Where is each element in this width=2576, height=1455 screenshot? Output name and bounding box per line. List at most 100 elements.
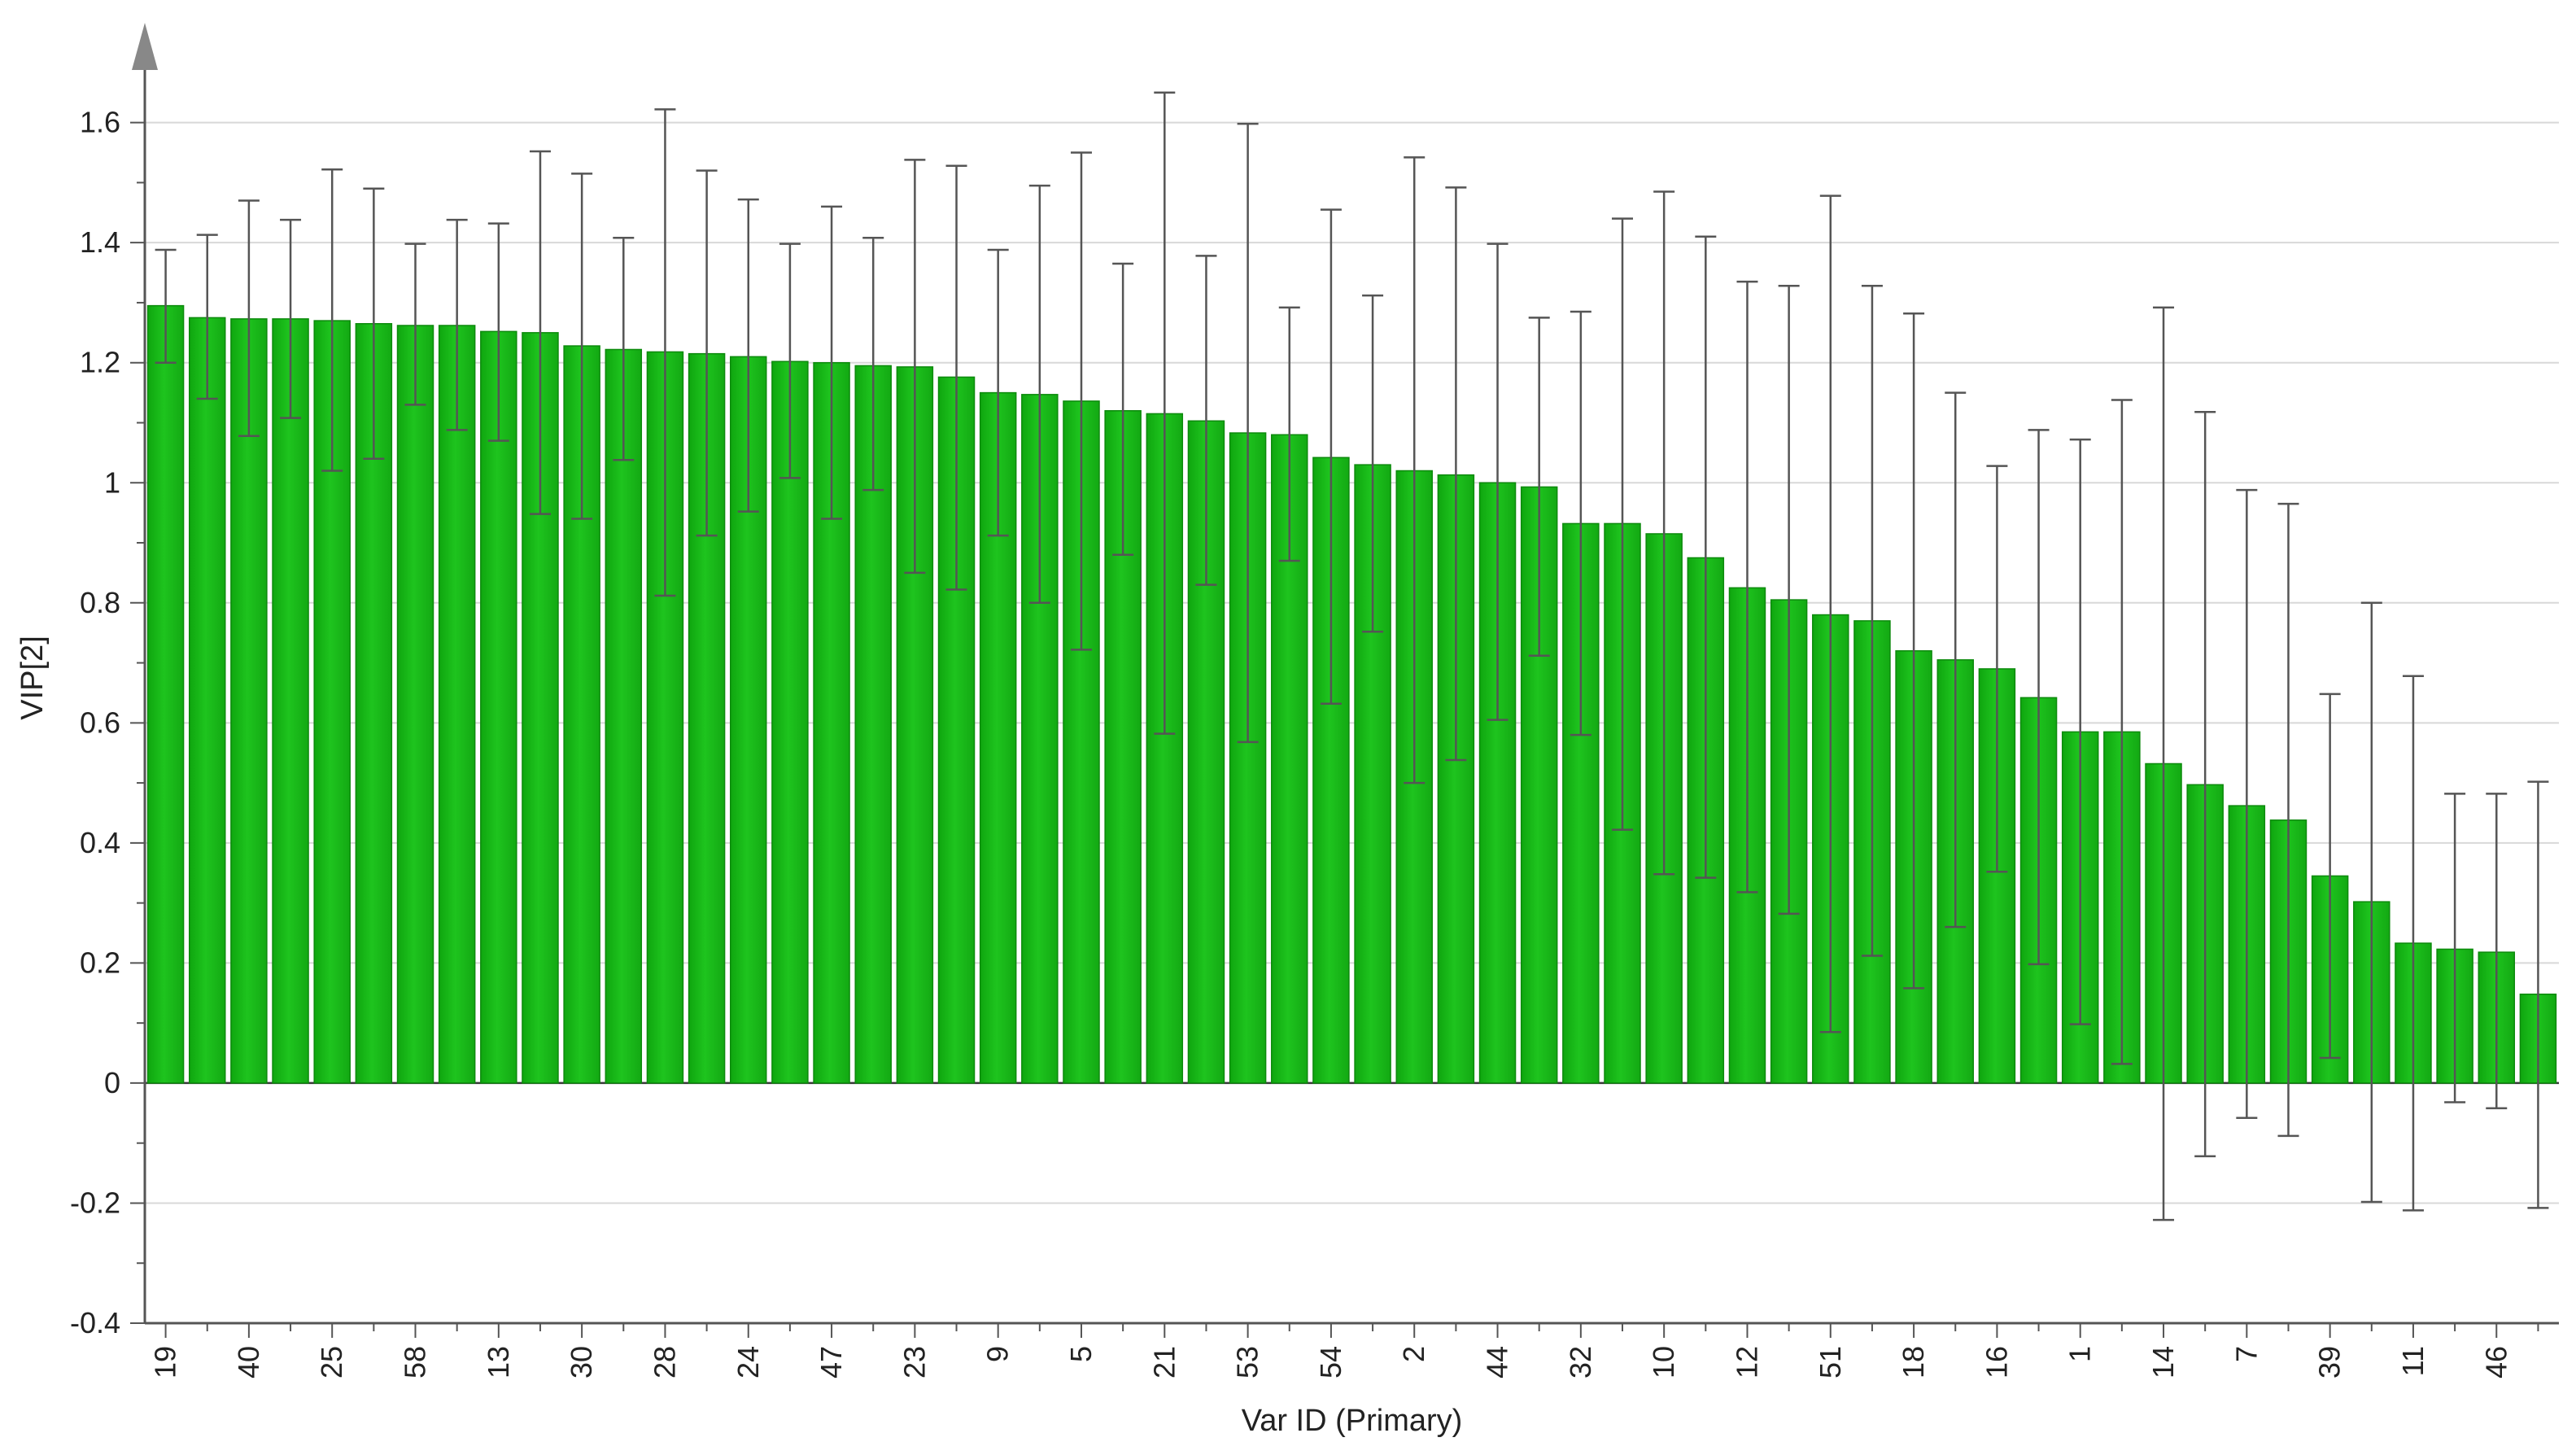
error-bar [363,187,385,460]
x-tick-label: 14 [2146,1346,2180,1379]
error-bar [196,234,218,400]
error-bar [2444,793,2466,1103]
x-tick-label: 58 [399,1346,432,1379]
y-tick-label: 0.8 [80,586,120,619]
error-bar [904,159,926,575]
x-tick-label: 44 [1481,1346,1514,1379]
error-bar [446,218,468,431]
y-tick-label: 0 [104,1066,120,1099]
error-bar [2069,438,2091,1025]
error-bar [2486,793,2508,1110]
x-tick-label: 47 [814,1346,848,1379]
error-bar [238,199,260,437]
error-bar [696,169,718,537]
error-bar [1278,306,1300,562]
x-tick-label: 11 [2396,1346,2430,1376]
error-bar [1362,294,1384,633]
y-axis-arrow-icon [132,23,158,70]
error-bar [1237,122,1259,744]
error-bar [2236,488,2258,1119]
error-bar [2028,429,2050,966]
error-bar [529,150,551,515]
bar [771,360,809,1084]
x-tick-label: 53 [1231,1346,1264,1379]
error-bar [1112,262,1134,557]
error-bar [1487,242,1508,721]
bar [480,330,517,1084]
x-tick-label: 40 [232,1346,265,1379]
error-bars [155,91,2549,1221]
error-bar [1986,465,2008,873]
x-axis-title: Var ID (Primary) [1242,1404,1463,1438]
bar [272,318,309,1084]
error-bar [1404,156,1426,784]
x-tick-label: 23 [897,1346,931,1379]
error-bar [821,205,843,520]
bar [230,318,268,1084]
error-bar [987,248,1009,537]
error-bar [1695,235,1717,879]
bar [146,304,185,1084]
y-tick-label: -0.4 [70,1306,120,1339]
x-tick-label: 16 [1980,1346,2013,1379]
error-bar [1528,317,1550,657]
bar [396,325,434,1084]
x-tick-label: 28 [648,1346,681,1379]
x-tick-label: 24 [731,1346,765,1379]
error-bar [1445,186,1467,762]
error-bar [2402,675,2424,1212]
error-bar [862,237,884,492]
bars [146,304,2557,1084]
error-bar [1945,391,1967,928]
y-tick-label: 1.2 [80,346,120,379]
x-tick-label: 21 [1147,1346,1181,1379]
x-tick-label: 19 [149,1346,182,1379]
x-tick-label: 7 [2229,1346,2263,1362]
error-bar [1819,194,1841,1033]
error-bar [1028,184,1050,605]
y-tick-label: 1.6 [80,106,120,139]
x-tick-label: 12 [1730,1346,1763,1379]
error-bar [1570,310,1591,736]
error-bar [654,108,676,597]
error-bar [2277,502,2299,1138]
x-tick-label: 9 [981,1346,1015,1362]
error-bar [1861,285,1883,957]
error-bar [2111,399,2133,1065]
error-bar [1070,151,1092,651]
x-tick-label: 32 [1564,1346,1597,1379]
y-tick-label: 1 [104,465,120,499]
x-tick-label: 39 [2313,1346,2347,1379]
error-bar [155,248,177,364]
error-bar [1320,208,1342,705]
error-bar [1154,91,1176,735]
x-tick-label: 25 [315,1346,348,1379]
error-bar [321,168,343,472]
x-tick-label: 5 [1064,1346,1098,1362]
error-bar [1653,190,1675,876]
error-bar [2360,601,2382,1204]
error-bar [1612,217,1634,831]
bar [188,317,226,1084]
x-tick-label: 18 [1897,1346,1930,1379]
y-tick-label: -0.2 [70,1186,120,1219]
x-tick-label: 2 [1397,1346,1430,1362]
x-tick-label: 10 [1647,1346,1680,1379]
y-tick-label: 0.6 [80,706,120,739]
error-bar [280,218,302,419]
error-bar [1778,285,1800,915]
y-tick-label: 0.4 [80,826,120,859]
error-bar [1195,255,1217,586]
x-tick-label: 1 [2063,1346,2097,1362]
x-tick-label: 30 [565,1346,598,1379]
error-bar [404,242,426,406]
y-tick-label: 0.2 [80,946,120,979]
x-tick-label: 54 [1314,1346,1347,1379]
y-axis: -0.4 -0.2 0 0.2 0.4 0.6 0.8 1 1.2 1.4 1.6 [70,23,158,1339]
x-tick-label: 51 [1814,1346,1847,1379]
x-axis: 19 40 25 58 13 30 28 24 47 23 9 5 21 53 54 2 44 32 10 12 51 1… [145,1322,2559,1379]
error-bar [737,198,759,513]
x-tick-label: 13 [482,1346,515,1379]
error-bar [613,237,635,461]
error-bar [1903,312,1925,990]
